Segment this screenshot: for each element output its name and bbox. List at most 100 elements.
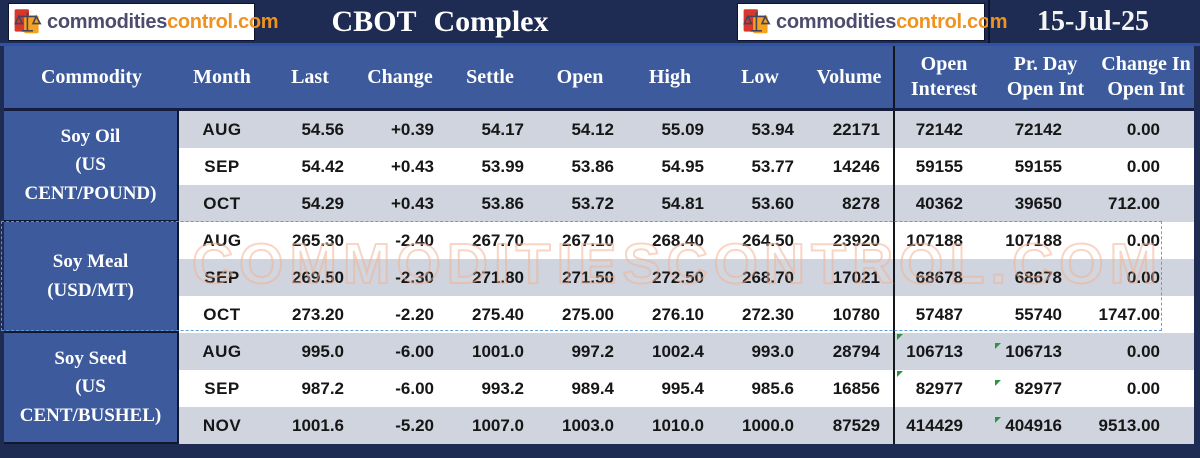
cell-open: 54.12: [571, 119, 614, 139]
cell-open-interest: 107188: [893, 222, 993, 259]
cell-month: NOV: [202, 415, 242, 435]
futures-table: Commodity Month Last Change Settle Open …: [0, 46, 1200, 458]
col-header-line: Open Int: [1107, 78, 1185, 100]
cell-prday-open-int: 72142: [1014, 119, 1062, 139]
cell-change: -6.00: [395, 341, 434, 361]
col-header-open-interest: Open Interest: [893, 46, 993, 108]
cell-high: 55.09: [661, 119, 704, 139]
cell-open-interest: 82977: [893, 370, 993, 407]
cell-volume: 23920: [832, 230, 880, 250]
cell-high: 276.10: [652, 304, 704, 324]
scales-icon: [14, 9, 42, 34]
cell-last: 54.56: [301, 119, 344, 139]
cell-settle: 267.70: [472, 230, 524, 250]
cell-open-interest: 40362: [893, 185, 993, 222]
cell-low: 272.30: [742, 304, 794, 324]
cell-settle: 271.80: [472, 267, 524, 287]
col-header-settle: Settle: [466, 65, 514, 88]
cell-open: 53.86: [571, 156, 614, 176]
cell-change: +0.43: [390, 156, 434, 176]
cell-last: 1001.6: [292, 415, 344, 435]
cell-month: AUG: [202, 341, 242, 361]
cell-open-interest: 59155: [893, 148, 993, 185]
cell-change: -2.30: [395, 267, 434, 287]
cell-low: 268.70: [742, 267, 794, 287]
cell-last: 995.0: [301, 341, 344, 361]
cell-volume: 87529: [832, 415, 880, 435]
cell-high: 1002.4: [652, 341, 704, 361]
table-row: SEP 54.42 +0.43 53.99 53.86 54.95 53.77 …: [179, 148, 1194, 185]
cell-prday-open-int: 404916: [993, 416, 1098, 436]
cell-low: 53.60: [751, 193, 794, 213]
table-header-row: Commodity Month Last Change Settle Open …: [4, 46, 1194, 111]
col-header-line: Open Int: [1006, 78, 1085, 100]
cell-high: 1010.0: [652, 415, 704, 435]
table-row: SEP 269.50 -2.30 271.80 271.50 272.50 26…: [179, 259, 1194, 296]
cell-prday-open-int: 82977: [993, 379, 1098, 399]
cell-change: -5.20: [395, 415, 434, 435]
table-row: SEP 987.2 -6.00 993.2 989.4 995.4 985.6 …: [179, 370, 1194, 407]
brand-text-right: control.com: [896, 10, 1008, 33]
cell-settle: 993.2: [481, 378, 524, 398]
commodity-group: Soy Meal (USD/MT) AUG 265.30 -2.40 267.70…: [4, 222, 1194, 333]
cell-month: SEP: [204, 156, 240, 176]
col-header-line: Change In: [1101, 53, 1191, 75]
cell-last: 54.42: [301, 156, 344, 176]
cell-low: 1000.0: [742, 415, 794, 435]
cell-volume: 16856: [832, 378, 880, 398]
table-row: OCT 54.29 +0.43 53.86 53.72 54.81 53.60 …: [179, 185, 1194, 222]
cell-change: -2.40: [395, 230, 434, 250]
cell-low: 985.6: [751, 378, 794, 398]
brand-text-right: control.com: [167, 10, 279, 33]
cell-change: -2.20: [395, 304, 434, 324]
cell-volume: 10780: [832, 304, 880, 324]
cell-month: AUG: [202, 230, 242, 250]
cell-low: 264.50: [742, 230, 794, 250]
cell-change-open-int: 0.00: [1126, 267, 1160, 287]
cell-prday-open-int: 55740: [1014, 304, 1062, 324]
commodity-label: Soy Seed (US CENT/BUSHEL): [4, 333, 179, 444]
table-row: OCT 273.20 -2.20 275.40 275.00 276.10 27…: [179, 296, 1194, 333]
col-header-change-open-int: Change In Open Int: [1098, 46, 1194, 108]
cell-settle: 1007.0: [472, 415, 524, 435]
cell-open-interest: 106713: [893, 333, 993, 370]
logo-right: commoditiescontrol.com: [737, 3, 1008, 41]
cell-high: 54.95: [661, 156, 704, 176]
cell-volume: 14246: [832, 156, 880, 176]
col-header-volume: Volume: [816, 65, 882, 88]
cell-open: 275.00: [562, 304, 614, 324]
col-header-commodity: Commodity: [40, 65, 143, 88]
table-row: AUG 265.30 -2.40 267.70 267.10 268.40 26…: [179, 222, 1194, 259]
cell-settle: 275.40: [472, 304, 524, 324]
cell-low: 993.0: [751, 341, 794, 361]
commodity-label: Soy Oil (US CENT/POUND): [4, 111, 179, 222]
cell-prday-open-int: 106713: [993, 342, 1098, 362]
col-header-high: High: [648, 65, 692, 88]
cell-open: 997.2: [571, 341, 614, 361]
cell-high: 995.4: [661, 378, 704, 398]
col-header-month: Month: [193, 65, 251, 88]
cell-high: 54.81: [661, 193, 704, 213]
cell-change: +0.43: [390, 193, 434, 213]
table-row: AUG 995.0 -6.00 1001.0 997.2 1002.4 993.…: [179, 333, 1194, 370]
col-header-prday-open-int: Pr. Day Open Int: [993, 46, 1098, 108]
cell-open-interest: 57487: [893, 296, 993, 333]
cell-open: 267.10: [562, 230, 614, 250]
cell-open: 989.4: [571, 378, 614, 398]
cell-change-open-int: 0.00: [1126, 119, 1160, 139]
group-rows: AUG 265.30 -2.40 267.70 267.10 268.40 26…: [179, 222, 1194, 333]
cell-last: 269.50: [292, 267, 344, 287]
brand-text-left: commodities: [776, 10, 897, 33]
cell-change-open-int: 0.00: [1126, 341, 1160, 361]
table-body: Soy Oil (US CENT/POUND) AUG 54.56 +0.39 54…: [4, 111, 1194, 444]
cell-last: 265.30: [292, 230, 344, 250]
cell-prday-open-int: 107188: [1005, 230, 1062, 250]
cell-high: 272.50: [652, 267, 704, 287]
cell-volume: 17021: [832, 267, 880, 287]
cell-change: +0.39: [390, 119, 434, 139]
cell-settle: 54.17: [481, 119, 524, 139]
cell-high: 268.40: [652, 230, 704, 250]
cell-open-interest: 68678: [893, 259, 993, 296]
brand-text: commoditiescontrol.com: [47, 10, 279, 34]
